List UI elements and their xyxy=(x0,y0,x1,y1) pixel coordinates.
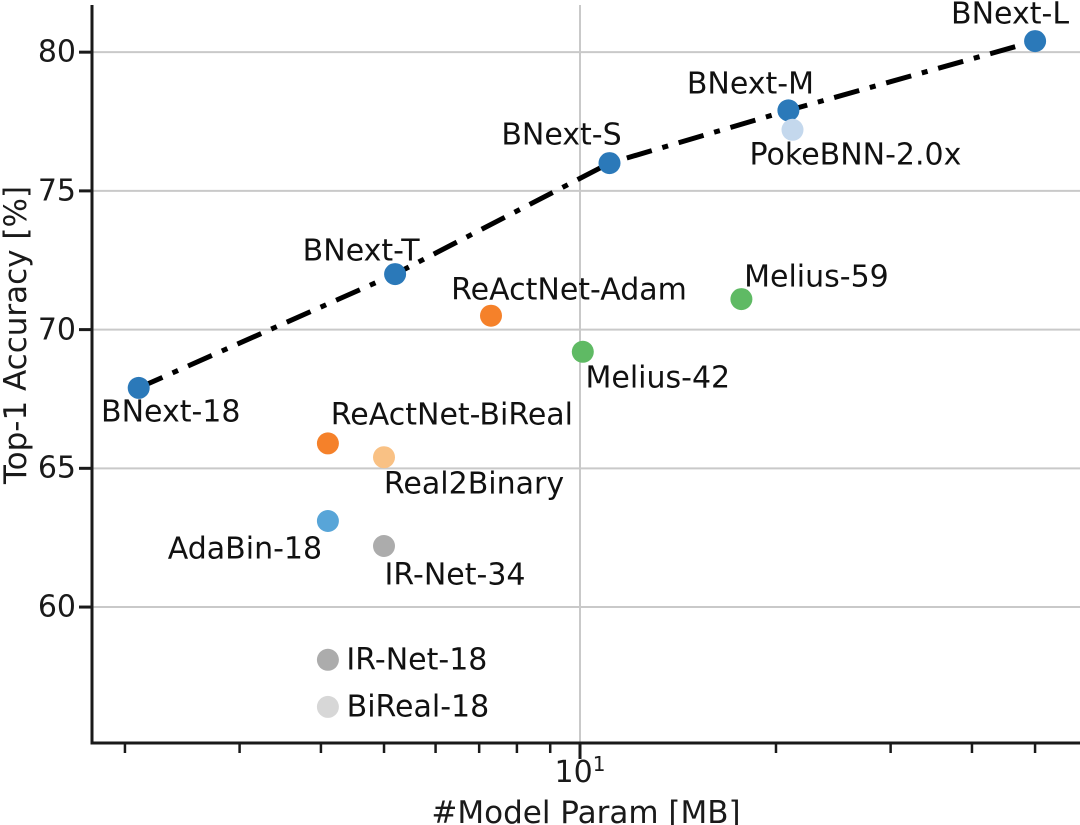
data-point-bnext-18 xyxy=(127,376,150,399)
point-label-bnext-t: BNext-T xyxy=(302,233,420,269)
point-label-adabin-18: AdaBin-18 xyxy=(167,531,323,567)
point-label-reactnet-bireal: ReActNet-BiReal xyxy=(330,397,574,433)
x-tick-label: 101 xyxy=(555,752,606,790)
point-label-ir-net-34: IR-Net-34 xyxy=(384,557,526,593)
data-point-bnext-m xyxy=(777,99,800,122)
data-point-ir-net-34 xyxy=(373,535,395,557)
point-label-bnext-m: BNext-M xyxy=(686,66,815,102)
x-tick-exponent: 1 xyxy=(592,752,606,776)
point-label-ir-net-18: IR-Net-18 xyxy=(346,642,488,678)
data-point-bnext-l xyxy=(1024,30,1047,53)
trend-line-dashdot xyxy=(137,38,1036,391)
data-point-melius-59 xyxy=(730,288,753,311)
data-point-bnext-t xyxy=(384,263,407,286)
point-label-pokebnn-2.0x: PokeBNN-2.0x xyxy=(749,137,962,173)
data-point-real2binary xyxy=(373,446,395,469)
y-tick-label: 70 xyxy=(37,312,76,348)
data-point-melius-42 xyxy=(571,340,594,363)
point-label-reactnet-adam: ReActNet-Adam xyxy=(451,272,687,308)
data-point-reactnet-adam xyxy=(480,304,502,327)
y-tick-label: 80 xyxy=(37,34,76,70)
y-tick-label: 60 xyxy=(37,589,76,625)
y-axis-title: Top-1 Accuracy [%] xyxy=(0,185,34,485)
point-label-bireal-18: BiReal-18 xyxy=(346,689,490,725)
x-tick-base: 10 xyxy=(554,755,593,790)
data-point-adabin-18 xyxy=(316,510,339,532)
point-label-bnext-l: BNext-L xyxy=(951,0,1070,32)
data-point-pokebnn-2.0x xyxy=(781,118,804,141)
data-point-reactnet-bireal xyxy=(316,432,339,455)
point-label-real2binary: Real2Binary xyxy=(383,466,565,502)
data-point-bireal-18 xyxy=(316,695,339,718)
x-axis-title: #Model Param [MB] xyxy=(431,795,741,825)
data-point-ir-net-18 xyxy=(316,648,339,671)
point-label-bnext-18: BNext-18 xyxy=(101,394,241,430)
point-label-melius-59: Melius-59 xyxy=(744,259,889,295)
y-tick-label: 75 xyxy=(37,173,76,209)
point-label-bnext-s: BNext-S xyxy=(501,117,622,153)
y-tick-label: 65 xyxy=(37,450,76,486)
data-point-bnext-s xyxy=(598,152,621,175)
point-label-melius-42: Melius-42 xyxy=(585,360,731,396)
